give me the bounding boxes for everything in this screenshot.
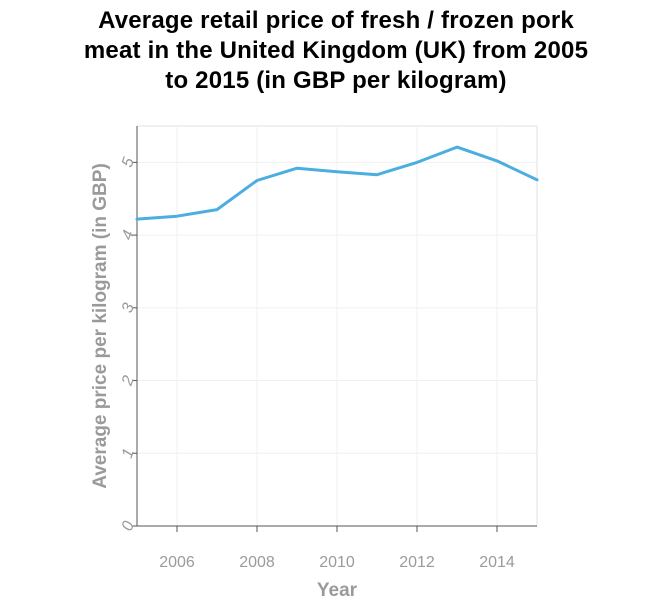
x-tick-labels: 2006 2008 2010 2012 2014 bbox=[159, 554, 515, 571]
y-tick-label: 2 bbox=[119, 374, 138, 389]
y-tick-label: 0 bbox=[119, 519, 138, 533]
x-axis-title: Year bbox=[317, 580, 358, 601]
y-tick-label: 5 bbox=[119, 155, 138, 169]
y-axis-title: Average price per kilogram (in GBP) bbox=[90, 163, 111, 489]
y-tick-labels: 0 1 2 3 4 5 bbox=[119, 155, 138, 533]
x-tick-label: 2006 bbox=[159, 554, 195, 571]
y-tick-label: 4 bbox=[119, 228, 138, 242]
chart-title: Average retail price of fresh / frozen p… bbox=[83, 7, 589, 94]
y-tick-label: 1 bbox=[119, 446, 138, 460]
y-tick-label: 3 bbox=[119, 301, 138, 315]
x-tick-label: 2014 bbox=[479, 554, 515, 571]
series-group bbox=[135, 145, 539, 221]
x-tick-label: 2012 bbox=[399, 554, 435, 571]
axes bbox=[132, 126, 537, 532]
x-tick-label: 2008 bbox=[239, 554, 275, 571]
x-tick-label: 2010 bbox=[319, 554, 355, 571]
